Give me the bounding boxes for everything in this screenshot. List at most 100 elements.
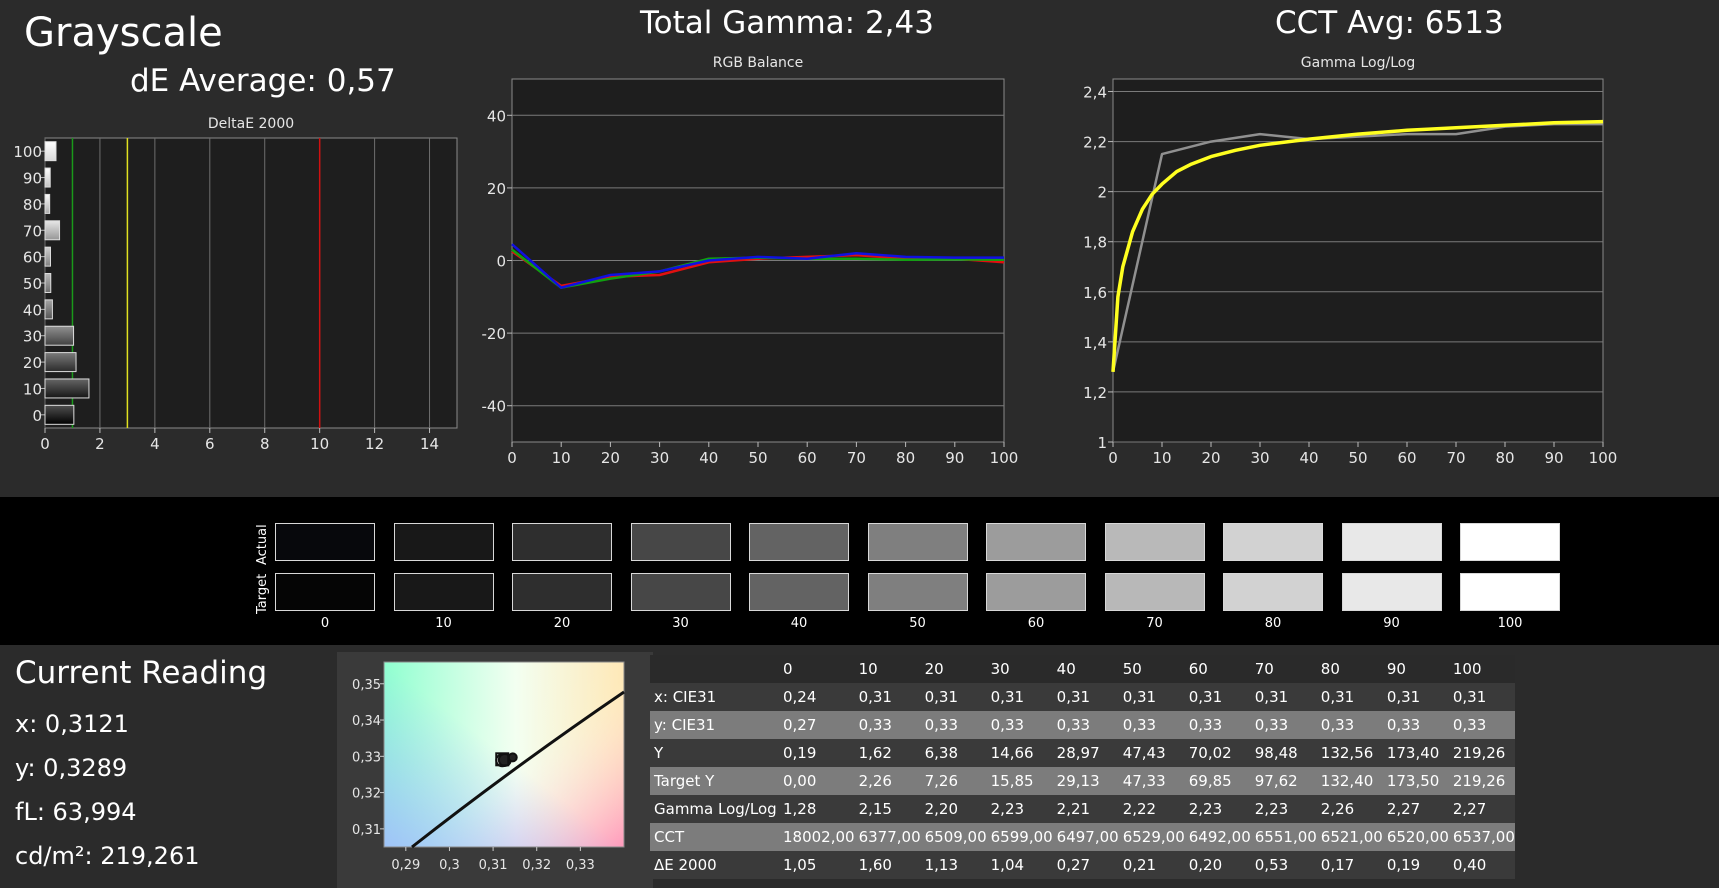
reading-cdm2: cd/m²: 219,261 [15, 842, 200, 870]
table-header-cell: 100 [1448, 655, 1515, 683]
table-cell: 0,33 [854, 711, 921, 739]
table-cell: 6497,00 [1052, 823, 1119, 851]
table-cell: 2,27 [1382, 795, 1449, 823]
x-tick-label: 6 [205, 435, 215, 453]
table-cell: 0,33 [1052, 711, 1119, 739]
deltae-bar [44, 352, 77, 373]
table-cell: 2,23 [1184, 795, 1251, 823]
planckian-locus [411, 690, 625, 849]
target-marker [495, 752, 510, 767]
table-cell: 132,40 [1316, 767, 1383, 795]
y-tick-label: 2,4 [1083, 84, 1107, 102]
table-cell: 47,33 [1118, 767, 1185, 795]
reading-title: Current Reading [15, 655, 268, 691]
target-swatch [275, 573, 375, 611]
y-tick-label: 0,35 [352, 678, 381, 693]
target-swatch [867, 573, 968, 611]
x-tick-label: 0,31 [479, 858, 508, 873]
y-tick-label: 70 [23, 222, 42, 240]
y-tick-label: 0,32 [352, 787, 381, 802]
y-tick-label: 0,31 [352, 823, 381, 838]
y-tick-label: 1,6 [1083, 284, 1107, 302]
actual-row-label: Actual [255, 524, 270, 565]
y-tick-label: 50 [23, 275, 42, 293]
table-cell: 0,33 [1382, 711, 1449, 739]
swatch-panel [0, 497, 1719, 645]
table-cell: 2,22 [1118, 795, 1185, 823]
rgb-balance-chart: RGB Balance 40 20 0 -20 -40 0 10 20 30 40 50 60 70 80 9… [482, 55, 1019, 467]
target-row-label: Target [255, 573, 270, 614]
swatch-label: 0 [320, 616, 330, 631]
target-swatch [1460, 573, 1560, 611]
table-cell: 0,19 [1382, 851, 1449, 879]
target-swatch [630, 573, 731, 611]
table-cell: 0,40 [1448, 851, 1515, 879]
table-header-cell: 10 [854, 655, 921, 683]
actual-swatch [867, 523, 968, 561]
y-tick-label: 0 [32, 407, 42, 425]
series-line-yellow [1111, 119, 1604, 373]
y-tick-label: 10 [23, 380, 42, 398]
table-cell: 219,26 [1448, 767, 1515, 795]
table-cell: 173,50 [1382, 767, 1449, 795]
x-tick-label: 50 [1348, 449, 1367, 467]
table-cell: 29,13 [1052, 767, 1119, 795]
x-tick-label: 0,32 [522, 858, 551, 873]
actual-swatch [986, 523, 1086, 561]
table-header-cell: 60 [1184, 655, 1251, 683]
table-cell: 1,62 [854, 739, 921, 767]
total-gamma: Total Gamma: 2,43 [640, 5, 934, 41]
x-tick-label: 10 [552, 449, 571, 467]
reading-x: x: 0,3121 [15, 710, 129, 738]
x-tick-label: 100 [990, 449, 1019, 467]
table-cell: 6520,00 [1382, 823, 1449, 851]
swatch-label: 70 [1146, 616, 1163, 631]
table-cell: 1,60 [854, 851, 921, 879]
table-cell: 132,56 [1316, 739, 1383, 767]
deltae-bar [44, 220, 61, 241]
target-swatch [393, 573, 494, 611]
table-cell: 15,85 [986, 767, 1053, 795]
x-tick-label: 20 [601, 449, 620, 467]
de-average: dE Average: 0,57 [130, 63, 396, 99]
table-cell: 0,19 [779, 739, 855, 767]
x-tick-label: 0 [507, 449, 517, 467]
table-cell: 1,04 [986, 851, 1053, 879]
measurement-point [507, 752, 518, 763]
table-cell: 18002,00 [779, 823, 855, 851]
x-tick-label: 70 [1446, 449, 1465, 467]
table-cell: 98,48 [1250, 739, 1317, 767]
y-tick-label: -20 [482, 325, 507, 343]
row-label: Y [650, 739, 779, 767]
table-header-cell: 40 [1052, 655, 1119, 683]
y-tick-label: 20 [23, 354, 42, 372]
x-tick-label: 0,3 [439, 858, 460, 873]
row-label: x: CIE31 [650, 683, 779, 711]
deltae-bar [44, 193, 51, 214]
x-tick-label: 80 [1495, 449, 1514, 467]
table-cell: 0,33 [1448, 711, 1515, 739]
deltae-bar [44, 141, 57, 162]
target-swatch [512, 573, 612, 611]
table-cell: 219,26 [1448, 739, 1515, 767]
y-tick-label: 0 [496, 253, 506, 271]
row-label: CCT [650, 823, 779, 851]
x-tick-label: 90 [945, 449, 964, 467]
table-cell: 0,27 [779, 711, 855, 739]
table-cell: 0,31 [854, 683, 921, 711]
table-cell: 0,20 [1184, 851, 1251, 879]
actual-swatch [512, 523, 612, 561]
table-cell: 0,31 [920, 683, 987, 711]
gamma-chart: Gamma Log/Log 2,4 2,2 2 1,8 1,6 1,4 1,2 10 10 20 30… [1083, 55, 1617, 467]
swatch-label: 40 [790, 616, 808, 631]
table-cell: 0,31 [1382, 683, 1449, 711]
table-cell: 6492,00 [1184, 823, 1251, 851]
table-cell: 6599,00 [986, 823, 1053, 851]
table-cell: 2,20 [920, 795, 987, 823]
table-header-cell: 90 [1382, 655, 1449, 683]
table-cell: 47,43 [1118, 739, 1185, 767]
y-tick-label: 60 [23, 249, 42, 267]
table-cell: 6,38 [920, 739, 987, 767]
table-cell: 0,24 [779, 683, 855, 711]
table-cell: 2,21 [1052, 795, 1119, 823]
